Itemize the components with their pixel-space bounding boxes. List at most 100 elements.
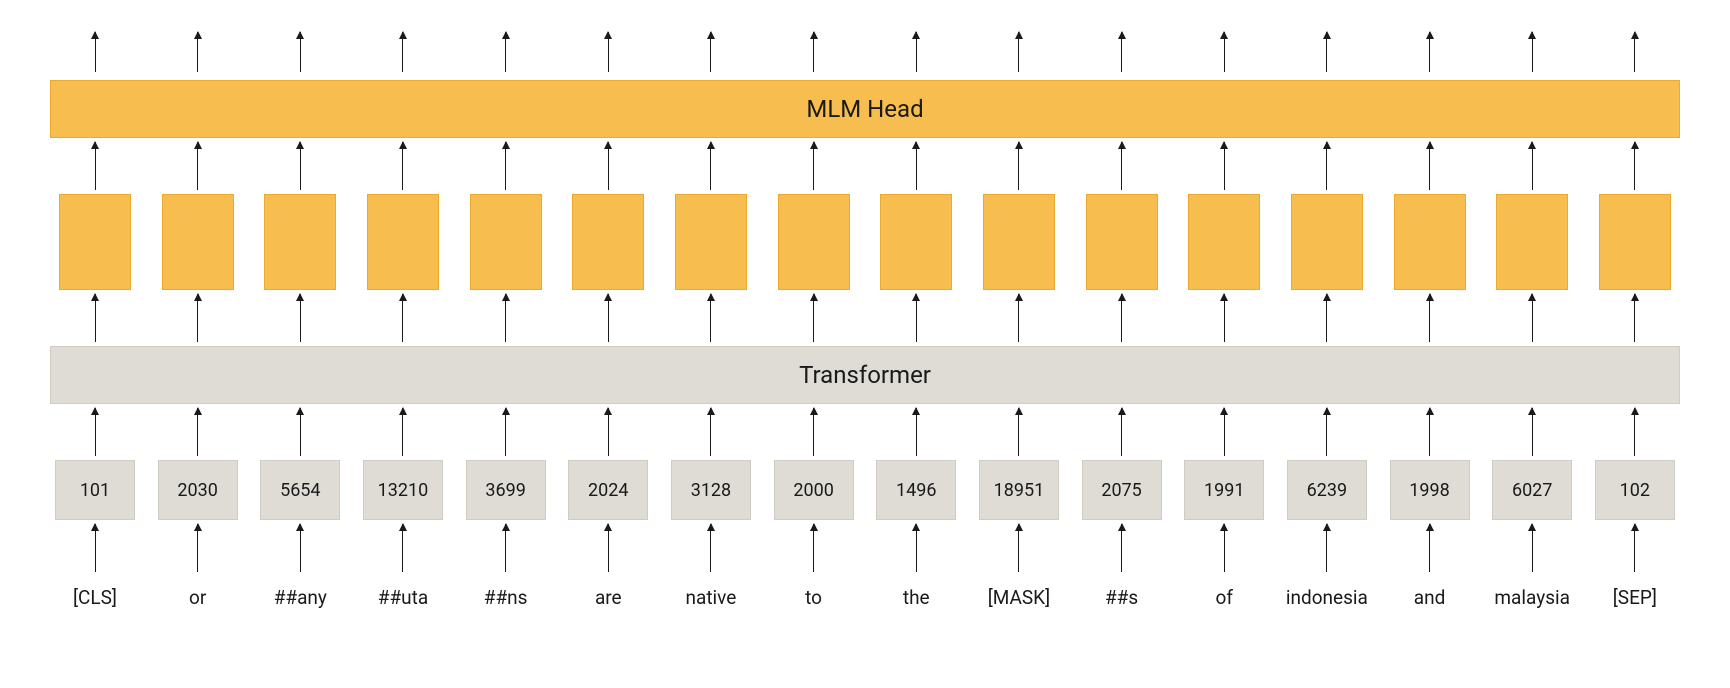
arrow-icon bbox=[1532, 142, 1533, 190]
arrow-icon bbox=[402, 32, 403, 72]
mlm-head-bar: MLM Head bbox=[50, 80, 1680, 138]
arrow-icon bbox=[402, 524, 403, 572]
token-label: ##any bbox=[274, 586, 327, 609]
token-id-box: 2000 bbox=[774, 460, 854, 520]
arrow-icon bbox=[1018, 142, 1019, 190]
embedding-box bbox=[470, 194, 542, 290]
arrow-icon bbox=[505, 294, 506, 342]
arrow-icon bbox=[1121, 142, 1122, 190]
arrow-icon bbox=[300, 408, 301, 456]
token-id-box: 6027 bbox=[1492, 460, 1572, 520]
arrow-icon bbox=[1121, 524, 1122, 572]
arrow-icon bbox=[505, 524, 506, 572]
token-id-row: 1012030565413210369920243128200014961895… bbox=[50, 460, 1680, 520]
token-id-box: 2075 bbox=[1082, 460, 1162, 520]
arrow-icon bbox=[197, 408, 198, 456]
token-label: ##uta bbox=[378, 586, 428, 609]
embedding-box bbox=[1394, 194, 1466, 290]
arrow-icon bbox=[95, 408, 96, 456]
arrow-icon bbox=[505, 142, 506, 190]
arrow-icon bbox=[95, 294, 96, 342]
token-id-box: 2030 bbox=[158, 460, 238, 520]
arrow-icon bbox=[1326, 408, 1327, 456]
embedding-box bbox=[367, 194, 439, 290]
arrow-icon bbox=[1224, 32, 1225, 72]
arrow-row-ids-to-tr bbox=[50, 408, 1680, 456]
arrow-icon bbox=[813, 294, 814, 342]
embedding-box bbox=[1599, 194, 1671, 290]
mlm-architecture-diagram: MLM Head Transformer 1012030565413210369… bbox=[50, 20, 1680, 668]
token-id-box: 1991 bbox=[1184, 460, 1264, 520]
token-label: of bbox=[1215, 586, 1232, 609]
embedding-box bbox=[572, 194, 644, 290]
arrow-icon bbox=[813, 524, 814, 572]
token-label: and bbox=[1414, 586, 1446, 609]
arrow-icon bbox=[197, 524, 198, 572]
arrow-icon bbox=[608, 408, 609, 456]
embedding-box bbox=[59, 194, 131, 290]
arrow-icon bbox=[710, 142, 711, 190]
token-id-box: 1998 bbox=[1390, 460, 1470, 520]
token-label: are bbox=[595, 586, 622, 609]
embedding-box bbox=[778, 194, 850, 290]
arrow-icon bbox=[1018, 524, 1019, 572]
token-id-box: 3699 bbox=[466, 460, 546, 520]
token-label: ##s bbox=[1105, 586, 1138, 609]
arrow-icon bbox=[300, 294, 301, 342]
arrow-icon bbox=[1634, 408, 1635, 456]
arrow-icon bbox=[1224, 294, 1225, 342]
arrow-icon bbox=[916, 524, 917, 572]
arrow-icon bbox=[1634, 524, 1635, 572]
arrow-icon bbox=[1018, 294, 1019, 342]
arrow-icon bbox=[197, 294, 198, 342]
arrow-icon bbox=[813, 142, 814, 190]
arrow-icon bbox=[95, 524, 96, 572]
token-id-box: 5654 bbox=[260, 460, 340, 520]
token-label: native bbox=[686, 586, 737, 609]
embedding-row bbox=[50, 194, 1680, 290]
token-id-box: 18951 bbox=[979, 460, 1059, 520]
arrow-row-tok-to-ids bbox=[50, 524, 1680, 572]
token-id-box: 13210 bbox=[363, 460, 443, 520]
token-id-box: 1496 bbox=[876, 460, 956, 520]
embedding-box bbox=[675, 194, 747, 290]
arrow-icon bbox=[1634, 142, 1635, 190]
arrow-icon bbox=[1532, 408, 1533, 456]
arrow-icon bbox=[197, 32, 198, 72]
arrow-icon bbox=[1532, 524, 1533, 572]
arrow-icon bbox=[608, 32, 609, 72]
arrow-icon bbox=[1224, 408, 1225, 456]
token-label: ##ns bbox=[484, 586, 528, 609]
arrow-icon bbox=[300, 32, 301, 72]
arrow-icon bbox=[1326, 142, 1327, 190]
arrow-icon bbox=[1634, 294, 1635, 342]
token-id-box: 3128 bbox=[671, 460, 751, 520]
arrow-icon bbox=[608, 142, 609, 190]
arrow-icon bbox=[505, 408, 506, 456]
token-id-box: 6239 bbox=[1287, 460, 1367, 520]
arrow-icon bbox=[916, 294, 917, 342]
token-label: [MASK] bbox=[988, 586, 1050, 609]
arrow-row-tr-to-emb bbox=[50, 294, 1680, 342]
arrow-icon bbox=[1634, 32, 1635, 72]
arrow-icon bbox=[402, 294, 403, 342]
transformer-label: Transformer bbox=[799, 361, 931, 389]
arrow-row-emb-to-head bbox=[50, 142, 1680, 190]
token-id-box: 2024 bbox=[568, 460, 648, 520]
arrow-icon bbox=[710, 294, 711, 342]
arrow-icon bbox=[1326, 524, 1327, 572]
arrow-icon bbox=[608, 294, 609, 342]
arrow-icon bbox=[95, 142, 96, 190]
embedding-box bbox=[983, 194, 1055, 290]
token-label: malaysia bbox=[1494, 586, 1570, 609]
token-label: to bbox=[805, 586, 822, 609]
arrow-icon bbox=[916, 408, 917, 456]
token-id-box: 102 bbox=[1595, 460, 1675, 520]
arrow-icon bbox=[300, 524, 301, 572]
arrow-icon bbox=[1326, 32, 1327, 72]
token-label: or bbox=[189, 586, 206, 609]
embedding-box bbox=[1496, 194, 1568, 290]
arrow-icon bbox=[505, 32, 506, 72]
arrow-icon bbox=[402, 142, 403, 190]
embedding-box bbox=[1188, 194, 1260, 290]
